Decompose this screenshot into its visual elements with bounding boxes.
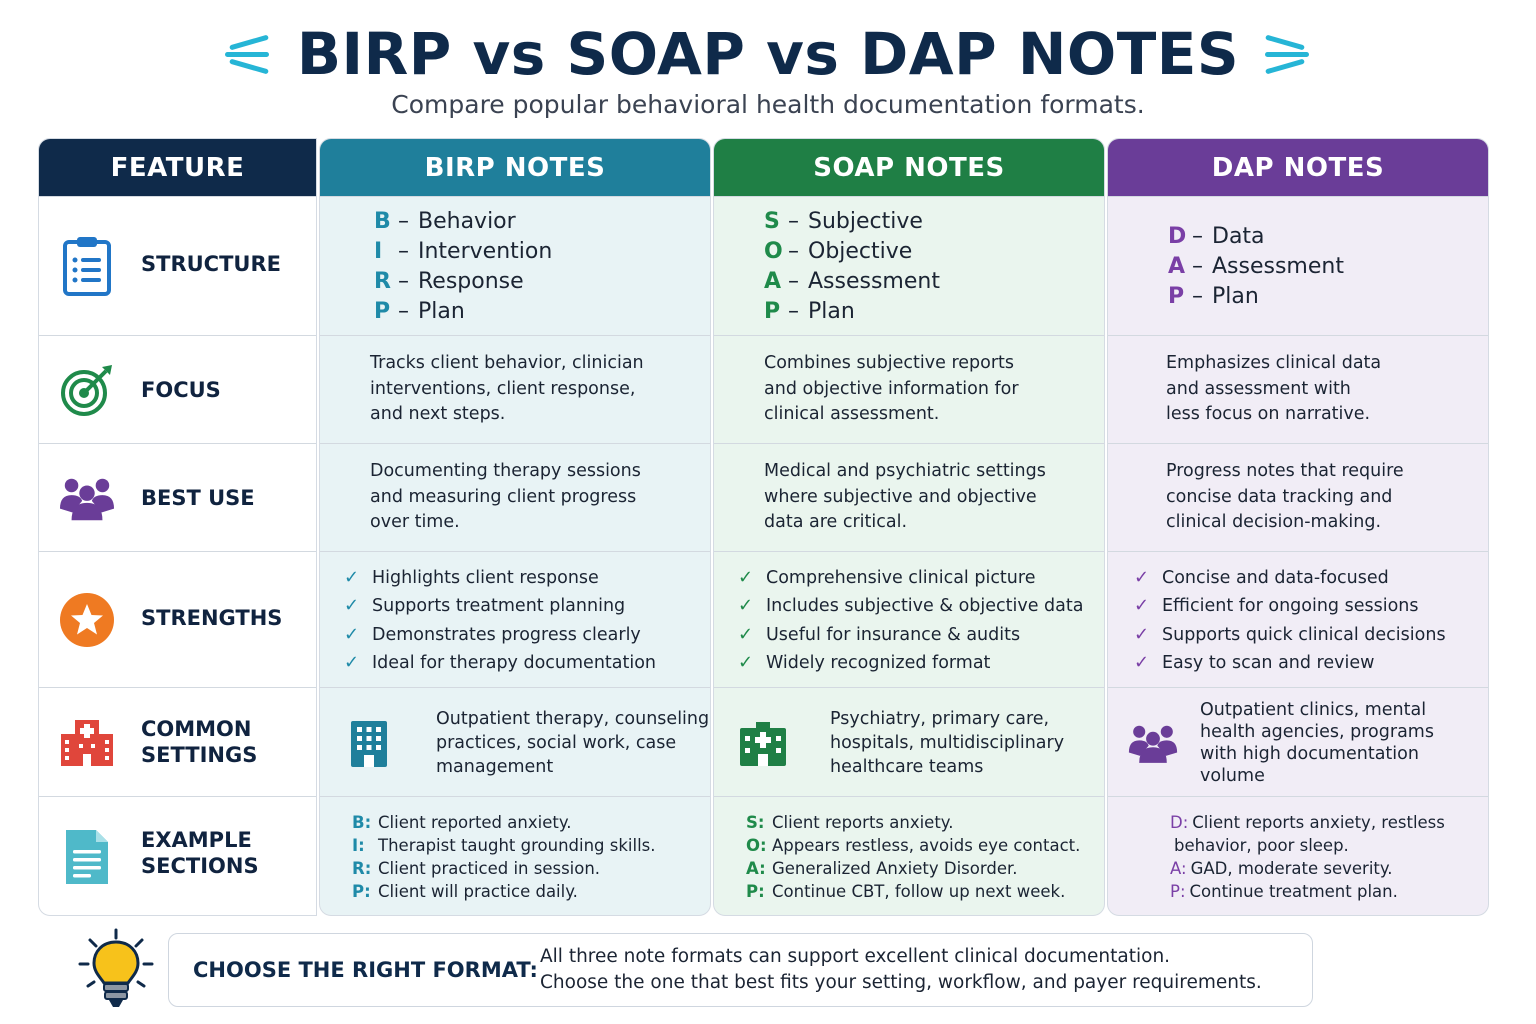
feature-column: FEATURE STRUCTURE bbox=[38, 138, 317, 916]
feature-row-common-settings: COMMON SETTINGS bbox=[39, 687, 316, 796]
tip-text: All three note formats can support excel… bbox=[540, 946, 1262, 993]
check-icon: ✓ bbox=[738, 623, 754, 645]
soap-example: S: Client reports anxiety. O: Appears rest… bbox=[714, 796, 1104, 915]
feature-label-example: EXAMPLE SECTIONS bbox=[141, 828, 259, 878]
birp-best-use: Documenting therapy sessions and measuri… bbox=[320, 443, 710, 551]
header: BIRP vs SOAP vs DAP NOTES bbox=[0, 14, 1536, 94]
birp-structure: B – Behavior I – Intervention R – Response P – P… bbox=[320, 196, 710, 335]
check-icon: ✓ bbox=[1134, 567, 1150, 588]
check-icon: ✓ bbox=[1134, 651, 1150, 673]
soap-best-use: Medical and psychiatric settings where s… bbox=[714, 443, 1104, 551]
dap-best-use: Progress notes that require concise data… bbox=[1108, 443, 1488, 551]
soap-column: SOAP NOTES S – Subjective O – Objective A – As… bbox=[713, 138, 1105, 916]
soap-strengths: ✓ Comprehensive clinical picture ✓ Include… bbox=[714, 551, 1104, 687]
feature-row-structure: STRUCTURE bbox=[39, 196, 316, 335]
clipboard-icon bbox=[59, 237, 115, 296]
tip-box: CHOOSE THE RIGHT FORMAT: All three note … bbox=[168, 933, 1313, 1007]
birp-example: B: Client reported anxiety. I: Therapist t… bbox=[320, 796, 710, 915]
feature-label-focus: FOCUS bbox=[141, 378, 221, 402]
check-icon: ✓ bbox=[738, 567, 754, 588]
birp-settings: Outpatient therapy, counseling practices… bbox=[320, 687, 710, 796]
tip-label: CHOOSE THE RIGHT FORMAT: bbox=[193, 958, 538, 982]
dap-strengths: ✓ Concise and data-focused ✓ Efficient for… bbox=[1108, 551, 1488, 687]
birp-column: BIRP NOTES B – Behavior I – Intervention R – R… bbox=[319, 138, 711, 916]
dap-settings: Outpatient clinics, mental health agenci… bbox=[1108, 687, 1488, 796]
dap-structure: D – Data A – Assessment P – Plan bbox=[1108, 196, 1488, 335]
check-icon: ✓ bbox=[344, 623, 360, 645]
check-icon: ✓ bbox=[1134, 623, 1150, 645]
comparison-table: FEATURE STRUCTURE bbox=[38, 138, 1489, 916]
dap-column: DAP NOTES D – Data A – Assessment P – Plan Emp… bbox=[1107, 138, 1489, 916]
star-icon bbox=[59, 592, 115, 648]
feature-row-strengths: STRENGTHS bbox=[39, 551, 316, 687]
birp-column-header: BIRP NOTES bbox=[320, 139, 710, 196]
page-title: BIRP vs SOAP vs DAP NOTES bbox=[296, 20, 1240, 88]
people-icon bbox=[59, 470, 115, 526]
target-icon bbox=[59, 362, 115, 418]
left-accent-icon bbox=[224, 34, 271, 74]
birp-strengths: ✓ Highlights client response ✓ Supports tr… bbox=[320, 551, 710, 687]
people-icon bbox=[1128, 718, 1178, 768]
lightbulb-icon bbox=[78, 928, 154, 1012]
dap-focus: Emphasizes clinical data and assessment … bbox=[1108, 335, 1488, 443]
feature-row-focus: FOCUS bbox=[39, 335, 316, 443]
soap-structure: S – Subjective O – Objective A – Assessment P –… bbox=[714, 196, 1104, 335]
soap-column-header: SOAP NOTES bbox=[714, 139, 1104, 196]
hospital-icon bbox=[738, 718, 788, 768]
office-building-icon bbox=[344, 718, 394, 768]
dap-example: D: Client reports anxiety, restless behav… bbox=[1108, 796, 1488, 915]
check-icon: ✓ bbox=[344, 567, 360, 588]
feature-row-example: EXAMPLE SECTIONS bbox=[39, 796, 316, 915]
feature-label-strengths: STRENGTHS bbox=[141, 606, 283, 630]
feature-label-structure: STRUCTURE bbox=[141, 252, 281, 276]
birp-focus: Tracks client behavior, clinician interv… bbox=[320, 335, 710, 443]
dap-column-header: DAP NOTES bbox=[1108, 139, 1488, 196]
feature-label-common-settings: COMMON SETTINGS bbox=[141, 717, 258, 767]
right-accent-icon bbox=[1265, 34, 1311, 74]
check-icon: ✓ bbox=[1134, 595, 1150, 617]
page-subtitle: Compare popular behavioral health docume… bbox=[391, 90, 1145, 119]
document-icon bbox=[59, 829, 115, 885]
soap-settings: Psychiatry, primary care, hospitals, mul… bbox=[714, 687, 1104, 796]
check-icon: ✓ bbox=[344, 651, 360, 673]
feature-row-best-use: BEST USE bbox=[39, 443, 316, 551]
feature-label-best-use: BEST USE bbox=[141, 486, 255, 510]
check-icon: ✓ bbox=[738, 651, 754, 673]
check-icon: ✓ bbox=[344, 595, 360, 617]
hospital-building-icon bbox=[59, 714, 115, 770]
check-icon: ✓ bbox=[738, 595, 754, 617]
soap-focus: Combines subjective reports and objectiv… bbox=[714, 335, 1104, 443]
feature-column-header: FEATURE bbox=[39, 139, 316, 196]
